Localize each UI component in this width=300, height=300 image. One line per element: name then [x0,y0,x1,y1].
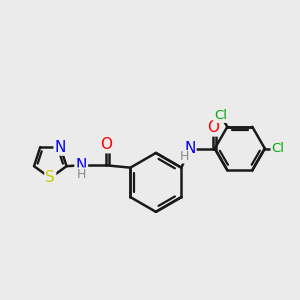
Text: O: O [207,120,219,135]
Text: H: H [180,150,189,163]
Text: Cl: Cl [214,109,227,122]
Text: Cl: Cl [272,142,285,155]
Text: N: N [76,158,87,173]
Text: N: N [55,140,66,154]
Text: N: N [184,141,195,156]
Text: O: O [100,137,112,152]
Text: H: H [76,168,86,181]
Text: S: S [45,170,55,185]
